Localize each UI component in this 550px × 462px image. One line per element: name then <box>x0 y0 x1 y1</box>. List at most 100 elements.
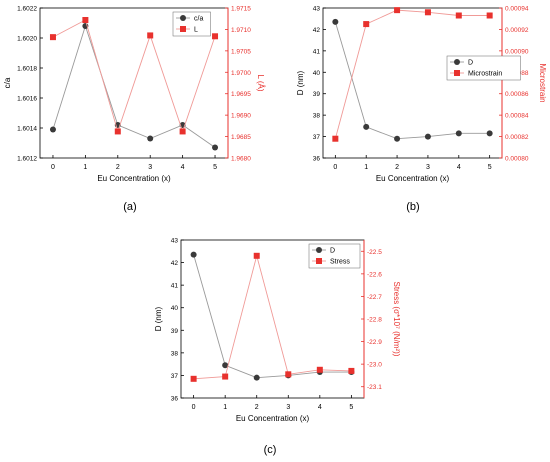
y-tick-label: 38 <box>171 350 179 357</box>
y-tick-label: 40 <box>171 305 179 312</box>
chart-panel-3: 0 1 2 3 4 5 Eu Concentration (x) 36 37 38 39 40 41 42… <box>154 238 401 457</box>
legend-label: D <box>468 60 473 67</box>
y-tick-label: 1.6016 <box>17 96 37 103</box>
x-tick-label: 2 <box>255 404 259 411</box>
x-tick-label: 4 <box>181 164 185 171</box>
y-tick-label: 38 <box>313 113 321 120</box>
data-point-square <box>394 7 401 14</box>
y-right-tick-label: 1.9695 <box>231 91 251 98</box>
x-tick-label: 5 <box>488 164 492 171</box>
series-line-1 <box>52 24 216 148</box>
y-right-tick-label: 1.9710 <box>231 27 251 34</box>
chart-panel-1: 0 1 2 3 4 5 Eu Concentration (x) 1.6012 1.6014 1.… <box>3 6 265 214</box>
y-right-tick-label: -23.0 <box>367 362 382 369</box>
y-tick-label: 1.6020 <box>17 36 37 43</box>
y-right-tick-label: 0.00086 <box>505 91 529 98</box>
y-right-tick-label: 0.00094 <box>505 6 529 13</box>
y-tick-label: 36 <box>313 156 321 163</box>
y-right-tick-label: 0.00084 <box>505 113 529 120</box>
y-right-axis-label: L (Å) <box>256 74 265 91</box>
data-point-circle <box>190 251 197 258</box>
series-line-1 <box>334 21 490 140</box>
series-line-2 <box>334 9 490 139</box>
data-point-circle <box>49 126 56 133</box>
legend-label: D <box>330 248 335 255</box>
y-tick-label: 41 <box>313 48 321 55</box>
data-point-square <box>49 34 56 41</box>
x-axis-label: Eu Concentration (x) <box>236 414 310 423</box>
y-axis-label: D (nm) <box>296 70 305 95</box>
y-right-tick-label: 1.9680 <box>231 156 251 163</box>
y-right-tick-label: -22.9 <box>367 339 382 346</box>
data-point-square <box>114 128 121 135</box>
y-right-tick-label: 1.9690 <box>231 113 251 120</box>
y-tick-label: 39 <box>313 91 321 98</box>
y-right-tick-label: 1.9705 <box>231 48 251 55</box>
y-right-tick-label: 0.00080 <box>505 156 529 163</box>
y-tick-label: 37 <box>313 134 321 141</box>
y-tick-label: 40 <box>313 70 321 77</box>
data-point-circle <box>363 123 370 130</box>
data-point-circle <box>212 144 219 151</box>
x-tick-label: 0 <box>192 404 196 411</box>
y-tick-label: 1.6014 <box>17 126 37 133</box>
x-tick-label: 1 <box>83 164 87 171</box>
legend-box <box>172 11 211 37</box>
series-line-1 <box>193 254 352 379</box>
data-point-square <box>82 17 89 23</box>
legend-marker-circle <box>180 15 186 21</box>
data-point-square <box>424 9 431 16</box>
data-point-square <box>486 12 493 19</box>
data-point-square <box>253 252 260 259</box>
x-tick-label: 2 <box>395 164 399 171</box>
y-right-tick-label: 1.9700 <box>231 70 251 77</box>
data-point-circle <box>253 374 260 381</box>
data-point-square <box>147 32 154 39</box>
y-right-tick-label: 0.00082 <box>505 134 529 141</box>
y-right-tick-label: -22.7 <box>367 294 382 301</box>
data-point-square <box>190 375 197 382</box>
data-point-square <box>285 371 292 378</box>
legend-marker-square <box>316 258 322 264</box>
data-point-circle <box>394 135 401 142</box>
y-tick-label: 37 <box>171 373 179 380</box>
y-right-tick-label: 0.00092 <box>505 27 529 34</box>
y-tick-label: 39 <box>171 328 179 335</box>
panel-label: (c) <box>264 444 277 456</box>
data-point-square <box>363 21 370 28</box>
legend-label: Microstrain <box>468 71 502 78</box>
y-axis-label: D (nm) <box>154 306 163 331</box>
y-right-axis-label: Microstrain <box>538 63 547 102</box>
data-point-circle <box>222 362 229 369</box>
data-point-square <box>212 33 219 40</box>
legend-label: L <box>194 27 198 34</box>
x-tick-label: 5 <box>213 164 217 171</box>
legend-label: Stress <box>330 259 350 266</box>
data-point-circle <box>424 133 431 140</box>
chart-panel-2: 0 1 2 3 4 5 Eu Concentration (x) 36 37 38 39 40 41 42… <box>296 6 547 214</box>
y-tick-label: 42 <box>313 27 321 34</box>
y-right-tick-label: -22.6 <box>367 271 382 278</box>
y-right-tick-label: -22.5 <box>367 249 382 256</box>
legend-marker-square <box>180 26 186 32</box>
x-tick-label: 3 <box>426 164 430 171</box>
y-tick-label: 43 <box>171 238 179 245</box>
data-point-circle <box>486 130 493 137</box>
legend-marker-circle <box>454 59 460 65</box>
x-tick-label: 1 <box>223 404 227 411</box>
data-point-square <box>179 128 186 135</box>
data-point-square <box>455 12 462 19</box>
y-tick-label: 1.6022 <box>17 6 37 13</box>
x-tick-label: 4 <box>318 404 322 411</box>
data-point-circle <box>455 130 462 137</box>
x-tick-label: 0 <box>333 164 337 171</box>
y-right-tick-label: -23.1 <box>367 384 382 391</box>
data-point-circle <box>332 18 339 25</box>
y-right-tick-label: -22.8 <box>367 317 382 324</box>
data-point-square <box>222 373 229 380</box>
y-axis-label: c/a <box>3 77 12 88</box>
x-tick-label: 3 <box>286 404 290 411</box>
x-tick-label: 1 <box>364 164 368 171</box>
y-tick-label: 36 <box>171 396 179 403</box>
